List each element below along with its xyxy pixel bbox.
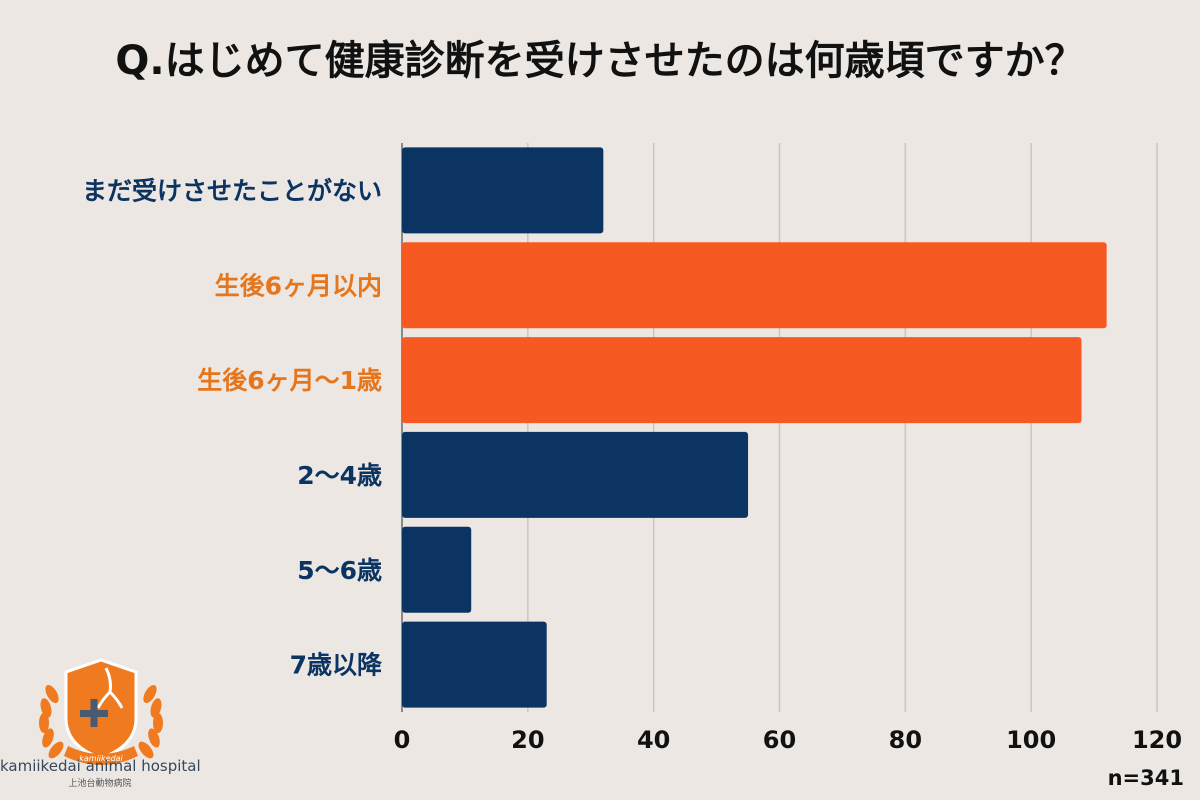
bar [402,526,472,613]
x-tick-label: 60 [763,726,796,754]
banner-text: kamiikedai [79,754,123,763]
hospital-logo: kamiikedai [39,658,163,765]
x-tick-label: 40 [637,726,670,754]
category-label: 5〜6歳 [297,556,382,585]
bar [402,337,1082,424]
bar [402,431,749,518]
bar [402,242,1107,329]
grid-lines [401,143,1158,712]
x-tick-label: 100 [1006,726,1056,754]
chart-title: Q.はじめて健康診断を受けさせたのは何歳頃ですか？ [115,38,1085,84]
category-label: 7歳以降 [290,651,383,680]
logo-name: kamiikedai animal hospital [0,757,201,775]
x-tick-labels: 0 20 40 60 80 100 120 [394,726,1182,754]
shield-icon [64,658,138,760]
x-tick-label: 120 [1132,726,1182,754]
banner-ribbon-icon [64,746,138,765]
cross-icon [80,699,108,727]
logo-subname: 上池台動物病院 [68,779,132,789]
laurel-right-icon [138,684,163,759]
category-label: 生後6ヶ月〜1歳 [197,366,382,395]
x-tick-label: 20 [511,726,544,754]
bar [402,147,604,234]
bars [402,147,1107,708]
ribbon-icon [96,667,124,709]
laurel-left-icon [39,684,64,759]
category-label: まだ受けさせたことがない [82,176,382,205]
x-tick-label: 80 [889,726,922,754]
sample-size: n=341 [1107,766,1184,790]
category-label: 2〜4歳 [297,461,382,490]
bar [402,621,547,708]
category-label: 生後6ヶ月以内 [215,271,382,300]
x-tick-label: 0 [394,726,411,754]
